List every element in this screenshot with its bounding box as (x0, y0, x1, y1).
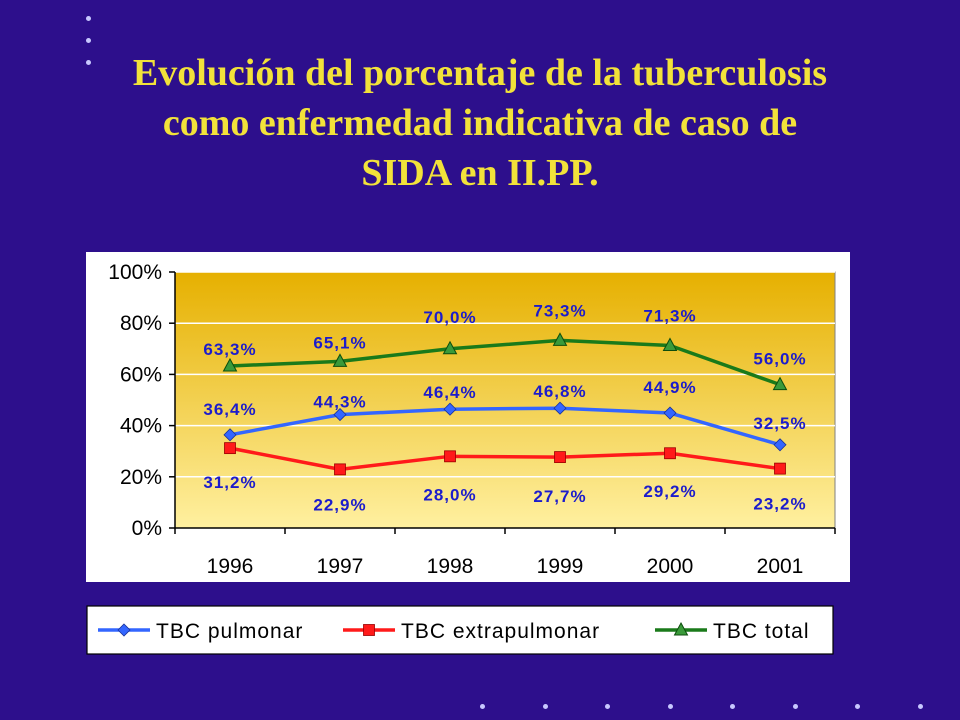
y-tick-label: 100% (108, 261, 162, 284)
data-label: 44,9% (643, 378, 696, 397)
data-label: 36,4% (203, 400, 256, 419)
decorative-dot (855, 704, 860, 709)
decorative-dot (86, 38, 91, 43)
data-point-marker (552, 332, 568, 346)
data-point-marker (334, 463, 346, 476)
slide-title-line-2: como enfermedad indicativa de caso de (162, 102, 798, 144)
decorative-dot (480, 704, 485, 709)
y-tick-label: 40% (120, 415, 162, 438)
series-line-tbc-extrapulmonar (229, 446, 781, 472)
legend-swatch-marker (117, 623, 131, 637)
series-line-tbc-pulmonar (229, 406, 781, 447)
data-label: 65,1% (313, 333, 366, 352)
data-label: 32,5% (753, 414, 806, 433)
data-point-marker (773, 438, 787, 452)
data-label: 23,2% (753, 495, 806, 514)
data-point-marker (224, 442, 236, 455)
data-label: 46,8% (533, 382, 586, 401)
data-point-marker (444, 450, 456, 463)
legend-label: TBC total (713, 620, 810, 643)
data-point-marker (332, 353, 348, 367)
decorative-dot (86, 60, 91, 65)
data-label: 73,3% (533, 301, 586, 320)
x-tick-label: 1999 (537, 555, 584, 578)
decorative-dot (792, 704, 798, 709)
data-label: 56,0% (753, 350, 806, 369)
slide-title: Evolución del porcentaje de la tuberculo… (60, 48, 900, 198)
data-label: 71,3% (643, 306, 696, 325)
data-label: 70,0% (423, 308, 476, 327)
data-point-marker (554, 451, 566, 463)
plot-area (174, 271, 836, 529)
data-point-marker (662, 337, 678, 351)
data-point-marker (663, 406, 677, 420)
legend-box (86, 605, 834, 655)
decorative-dot (605, 704, 610, 709)
data-point-marker (223, 428, 237, 442)
decorative-dot (667, 704, 673, 709)
data-point-marker (443, 402, 457, 416)
data-point-marker (664, 447, 676, 460)
x-tick-label: 2001 (757, 555, 804, 578)
data-point-marker (333, 408, 347, 422)
decorative-dot (917, 704, 923, 709)
data-label: 44,3% (313, 393, 366, 412)
decorative-dot (86, 16, 91, 21)
slide-title-line-3: SIDA en II.PP. (361, 152, 599, 194)
data-label: 27,7% (533, 487, 586, 506)
data-point-marker (442, 340, 458, 355)
legend-label: TBC pulmonar (156, 620, 303, 643)
data-point-marker (772, 376, 788, 391)
data-label: 46,4% (423, 383, 476, 402)
data-point-marker (774, 462, 786, 475)
x-tick-label: 1997 (317, 555, 364, 578)
x-tick-label: 1998 (427, 555, 474, 578)
legend-label: TBC extrapulmonar (401, 620, 600, 643)
y-tick-label: 60% (120, 363, 162, 386)
data-label: 31,2% (203, 473, 256, 492)
decorative-dot (730, 704, 735, 709)
data-label: 63,3% (203, 340, 256, 359)
data-label: 28,0% (423, 485, 476, 504)
data-label: 22,9% (313, 495, 366, 514)
legend-swatch-marker (363, 624, 375, 636)
data-point-marker (553, 401, 567, 415)
legend-swatch-marker (673, 621, 689, 636)
x-tick-label: 1996 (207, 555, 254, 578)
series-line-tbc-total (229, 338, 781, 387)
decorative-dot (542, 704, 548, 709)
slide-title-line-1: Evolución del porcentaje de la tuberculo… (132, 52, 828, 94)
y-tick-label: 0% (132, 517, 162, 540)
data-point-marker (222, 357, 238, 372)
data-label: 29,2% (643, 482, 696, 501)
y-tick-label: 80% (120, 312, 162, 335)
x-tick-label: 2000 (647, 555, 694, 578)
y-tick-label: 20% (120, 466, 162, 489)
